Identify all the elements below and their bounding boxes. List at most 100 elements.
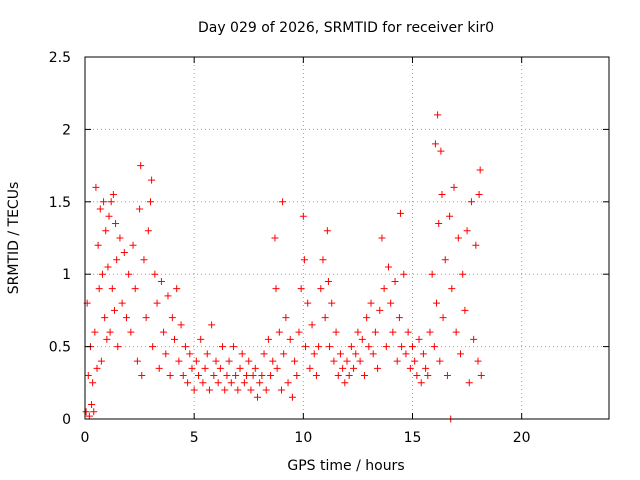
data-point bbox=[470, 335, 478, 343]
axes: 0 5 10 15 20 0 0.5 1 1.5 2 2.5 bbox=[49, 50, 609, 446]
data-point bbox=[396, 209, 404, 217]
data-point bbox=[136, 205, 144, 213]
data-point bbox=[208, 321, 216, 329]
data-point bbox=[477, 372, 485, 380]
data-point bbox=[347, 343, 355, 351]
data-point bbox=[234, 386, 242, 394]
data-point bbox=[258, 372, 266, 380]
data-point bbox=[260, 350, 268, 358]
data-point bbox=[474, 357, 482, 365]
data-point bbox=[104, 263, 112, 271]
data-point bbox=[93, 364, 101, 372]
data-point bbox=[205, 386, 213, 394]
data-point bbox=[430, 343, 438, 351]
data-point bbox=[236, 364, 244, 372]
y-axis-title: SRMTID / TECUs bbox=[6, 182, 22, 295]
data-point bbox=[179, 372, 187, 380]
data-point bbox=[264, 335, 272, 343]
data-point bbox=[332, 328, 340, 336]
data-point bbox=[300, 256, 308, 264]
data-point bbox=[240, 379, 248, 387]
data-point bbox=[439, 314, 447, 322]
data-point bbox=[175, 357, 183, 365]
data-point bbox=[195, 372, 203, 380]
data-point bbox=[243, 372, 251, 380]
data-point bbox=[97, 357, 105, 365]
data-point bbox=[284, 379, 292, 387]
data-point bbox=[103, 335, 111, 343]
data-point bbox=[328, 299, 336, 307]
data-point bbox=[210, 372, 218, 380]
data-point bbox=[411, 357, 419, 365]
plot-frame bbox=[84, 56, 610, 420]
y-tick-label: 2 bbox=[62, 122, 71, 138]
x-axis-title: GPS time / hours bbox=[287, 458, 404, 474]
data-point bbox=[391, 277, 399, 285]
data-point bbox=[424, 372, 432, 380]
data-point bbox=[398, 343, 406, 351]
data-point bbox=[380, 285, 388, 293]
data-point bbox=[433, 299, 441, 307]
data-point bbox=[330, 357, 338, 365]
data-point bbox=[84, 372, 92, 380]
data-point bbox=[389, 328, 397, 336]
data-point bbox=[229, 343, 237, 351]
data-point bbox=[137, 162, 145, 170]
x-tick-label: 20 bbox=[513, 430, 531, 446]
data-point bbox=[90, 408, 98, 416]
data-points bbox=[82, 111, 485, 423]
data-point bbox=[415, 335, 423, 343]
data-point bbox=[120, 248, 128, 256]
data-point bbox=[352, 350, 360, 358]
y-tick-label: 1 bbox=[62, 267, 71, 283]
data-point bbox=[166, 372, 174, 380]
data-point bbox=[467, 198, 475, 206]
data-point bbox=[400, 270, 408, 278]
data-point bbox=[306, 364, 314, 372]
data-point bbox=[422, 364, 430, 372]
data-point bbox=[367, 299, 375, 307]
data-point bbox=[162, 350, 170, 358]
data-point bbox=[450, 183, 458, 191]
data-point bbox=[434, 111, 442, 119]
data-point bbox=[278, 386, 285, 394]
data-point bbox=[190, 386, 198, 394]
data-point bbox=[417, 379, 425, 387]
data-point bbox=[94, 241, 102, 249]
data-point bbox=[140, 256, 148, 264]
data-point bbox=[116, 234, 124, 242]
data-point bbox=[419, 350, 427, 358]
data-point bbox=[295, 328, 303, 336]
data-point bbox=[356, 357, 364, 365]
data-point bbox=[461, 306, 469, 314]
y-tick-label: 0 bbox=[62, 412, 71, 428]
data-point bbox=[92, 183, 100, 191]
data-point bbox=[221, 386, 229, 394]
data-point bbox=[475, 191, 483, 199]
data-point bbox=[448, 285, 456, 293]
data-point bbox=[341, 379, 349, 387]
data-point bbox=[282, 314, 290, 322]
data-point bbox=[435, 220, 443, 228]
data-point bbox=[147, 198, 154, 206]
data-point bbox=[317, 285, 325, 293]
data-point bbox=[354, 328, 362, 336]
data-point bbox=[153, 299, 161, 307]
data-point bbox=[304, 299, 312, 307]
data-point bbox=[105, 212, 113, 220]
data-point bbox=[157, 277, 165, 285]
data-point bbox=[291, 357, 299, 365]
data-point bbox=[151, 270, 159, 278]
data-point bbox=[102, 227, 110, 235]
data-point bbox=[465, 379, 473, 387]
data-point bbox=[171, 335, 179, 343]
data-point bbox=[101, 314, 109, 322]
data-point bbox=[360, 372, 368, 380]
data-point bbox=[245, 357, 253, 365]
data-point bbox=[100, 198, 108, 206]
data-point bbox=[308, 321, 316, 329]
data-point bbox=[188, 364, 196, 372]
data-point bbox=[472, 241, 480, 249]
data-point bbox=[148, 176, 156, 184]
data-point bbox=[438, 191, 446, 199]
